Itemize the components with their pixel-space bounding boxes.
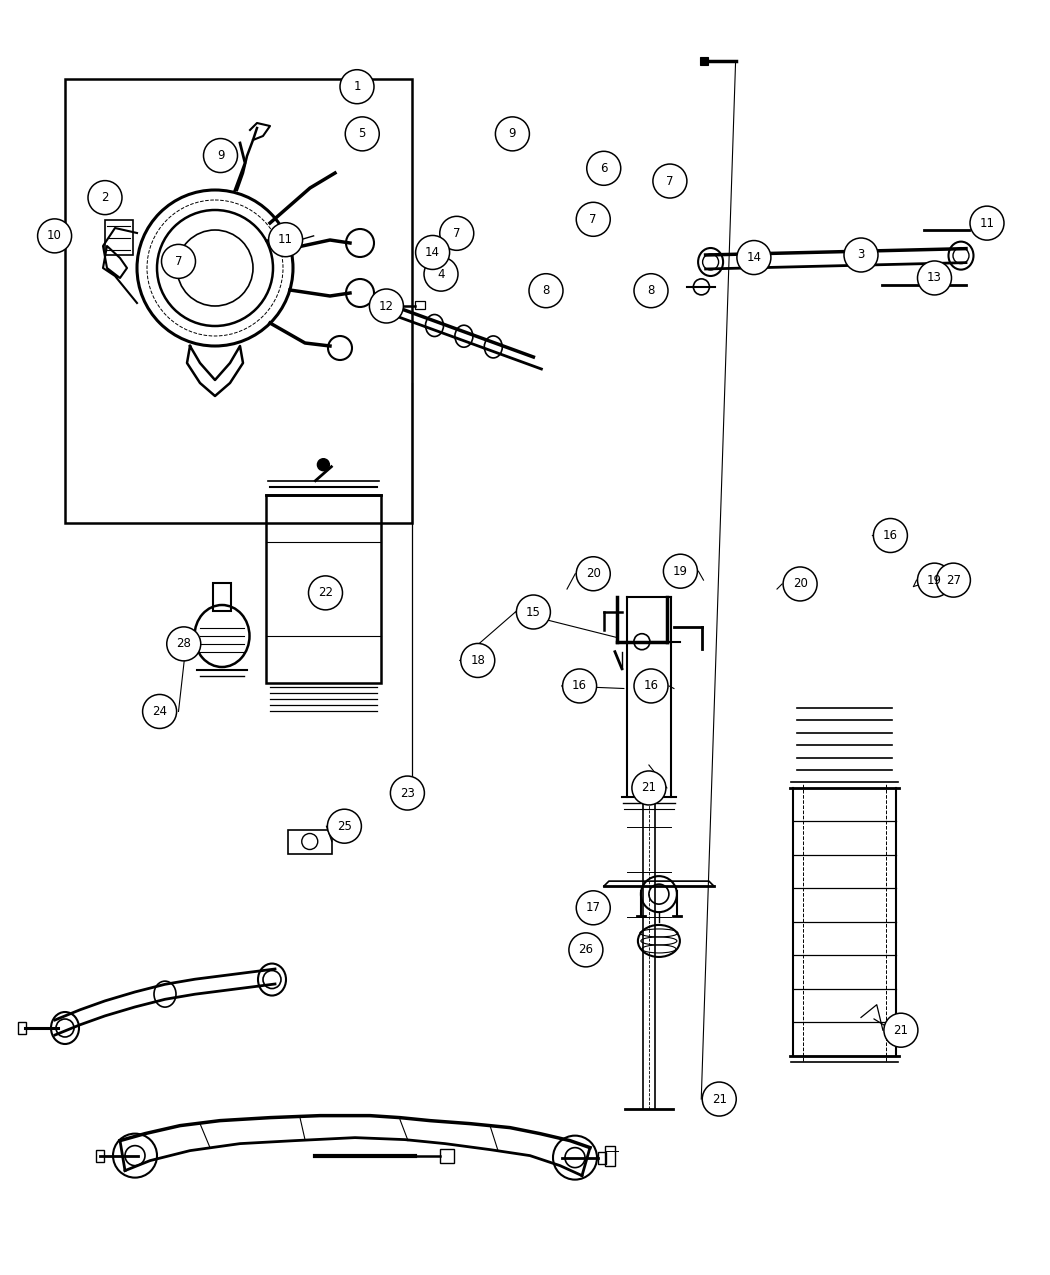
- Circle shape: [569, 933, 603, 966]
- Circle shape: [88, 181, 122, 214]
- Text: 14: 14: [747, 251, 761, 264]
- Text: 28: 28: [176, 638, 191, 650]
- Circle shape: [204, 139, 237, 172]
- Circle shape: [345, 117, 379, 150]
- Circle shape: [391, 776, 424, 810]
- Circle shape: [328, 810, 361, 843]
- Circle shape: [416, 236, 449, 269]
- Circle shape: [440, 217, 474, 250]
- Text: 7: 7: [453, 227, 461, 240]
- Circle shape: [461, 644, 495, 677]
- Bar: [213, 583, 231, 611]
- Circle shape: [269, 223, 302, 256]
- Text: 6: 6: [600, 162, 608, 175]
- Text: 14: 14: [425, 246, 440, 259]
- Bar: [96, 1150, 104, 1162]
- Circle shape: [517, 595, 550, 629]
- Circle shape: [496, 117, 529, 150]
- Text: 16: 16: [572, 680, 587, 692]
- Text: 7: 7: [174, 255, 183, 268]
- Text: 8: 8: [647, 284, 655, 297]
- Text: 12: 12: [379, 300, 394, 312]
- Circle shape: [737, 241, 771, 274]
- Text: 1: 1: [353, 80, 361, 93]
- Text: 4: 4: [437, 268, 445, 280]
- Text: 21: 21: [894, 1024, 908, 1037]
- Bar: [18, 1023, 26, 1034]
- Circle shape: [653, 164, 687, 198]
- Text: 13: 13: [927, 272, 942, 284]
- Circle shape: [529, 274, 563, 307]
- Circle shape: [576, 891, 610, 924]
- Bar: [288, 830, 332, 853]
- Text: 5: 5: [358, 128, 366, 140]
- Circle shape: [632, 771, 666, 805]
- Text: 11: 11: [278, 233, 293, 246]
- Circle shape: [874, 519, 907, 552]
- Bar: [415, 301, 425, 309]
- Text: 27: 27: [946, 574, 961, 586]
- Circle shape: [783, 567, 817, 601]
- Circle shape: [702, 1082, 736, 1116]
- Text: 10: 10: [47, 230, 62, 242]
- Circle shape: [38, 219, 71, 252]
- Circle shape: [340, 70, 374, 103]
- Bar: [605, 1146, 615, 1165]
- Text: 21: 21: [642, 782, 656, 794]
- Circle shape: [634, 669, 668, 703]
- Text: 20: 20: [586, 567, 601, 580]
- Circle shape: [309, 576, 342, 609]
- Circle shape: [143, 695, 176, 728]
- Bar: [699, 57, 708, 65]
- Text: 23: 23: [400, 787, 415, 799]
- Text: 9: 9: [216, 149, 225, 162]
- Circle shape: [563, 669, 596, 703]
- Text: 20: 20: [793, 578, 807, 590]
- Circle shape: [918, 261, 951, 295]
- Bar: [105, 221, 133, 255]
- Circle shape: [884, 1014, 918, 1047]
- Bar: [598, 1151, 606, 1164]
- Text: 11: 11: [980, 217, 994, 230]
- Circle shape: [664, 555, 697, 588]
- Text: 8: 8: [542, 284, 550, 297]
- Text: 19: 19: [927, 574, 942, 586]
- Circle shape: [424, 258, 458, 291]
- Circle shape: [634, 274, 668, 307]
- Text: 16: 16: [883, 529, 898, 542]
- Circle shape: [844, 238, 878, 272]
- Text: 22: 22: [318, 586, 333, 599]
- Bar: [65, 79, 412, 523]
- Circle shape: [576, 203, 610, 236]
- Bar: [266, 495, 381, 683]
- Circle shape: [937, 564, 970, 597]
- Circle shape: [317, 459, 330, 470]
- Text: 21: 21: [712, 1093, 727, 1105]
- Circle shape: [167, 627, 201, 660]
- Text: 7: 7: [666, 175, 674, 187]
- Circle shape: [162, 245, 195, 278]
- Text: 24: 24: [152, 705, 167, 718]
- Text: 7: 7: [589, 213, 597, 226]
- Circle shape: [370, 289, 403, 323]
- Text: 16: 16: [644, 680, 658, 692]
- Bar: [440, 1149, 454, 1163]
- Circle shape: [576, 557, 610, 590]
- Text: 26: 26: [579, 944, 593, 956]
- Circle shape: [918, 564, 951, 597]
- Text: 17: 17: [586, 901, 601, 914]
- Text: 9: 9: [508, 128, 517, 140]
- Circle shape: [587, 152, 621, 185]
- Text: 2: 2: [101, 191, 109, 204]
- Circle shape: [970, 207, 1004, 240]
- Text: 3: 3: [857, 249, 865, 261]
- Text: 25: 25: [337, 820, 352, 833]
- Text: 15: 15: [526, 606, 541, 618]
- Text: 19: 19: [673, 565, 688, 578]
- Text: 18: 18: [470, 654, 485, 667]
